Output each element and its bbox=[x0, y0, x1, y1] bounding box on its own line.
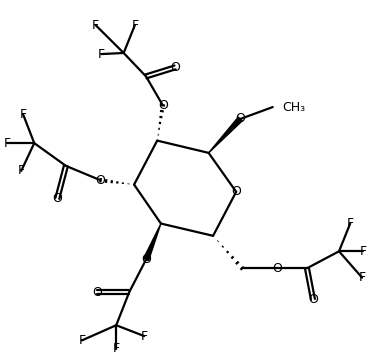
Text: O: O bbox=[231, 185, 241, 198]
Text: F: F bbox=[92, 19, 99, 32]
Text: F: F bbox=[141, 329, 148, 342]
Text: F: F bbox=[347, 217, 354, 230]
Text: F: F bbox=[19, 108, 27, 121]
Text: F: F bbox=[359, 271, 366, 284]
Text: O: O bbox=[308, 293, 318, 306]
Text: O: O bbox=[92, 286, 102, 299]
Text: F: F bbox=[79, 334, 86, 347]
Text: O: O bbox=[141, 253, 151, 266]
Polygon shape bbox=[209, 117, 242, 153]
Text: CH₃: CH₃ bbox=[283, 101, 306, 114]
Text: F: F bbox=[131, 19, 138, 32]
Text: F: F bbox=[98, 47, 105, 60]
Text: O: O bbox=[96, 174, 105, 187]
Text: O: O bbox=[52, 192, 62, 205]
Polygon shape bbox=[144, 224, 161, 261]
Text: O: O bbox=[272, 262, 282, 275]
Text: F: F bbox=[18, 164, 25, 177]
Text: O: O bbox=[158, 99, 168, 112]
Text: F: F bbox=[359, 245, 367, 258]
Text: O: O bbox=[170, 61, 180, 74]
Text: F: F bbox=[113, 342, 120, 355]
Text: F: F bbox=[4, 136, 11, 150]
Text: O: O bbox=[235, 113, 245, 126]
